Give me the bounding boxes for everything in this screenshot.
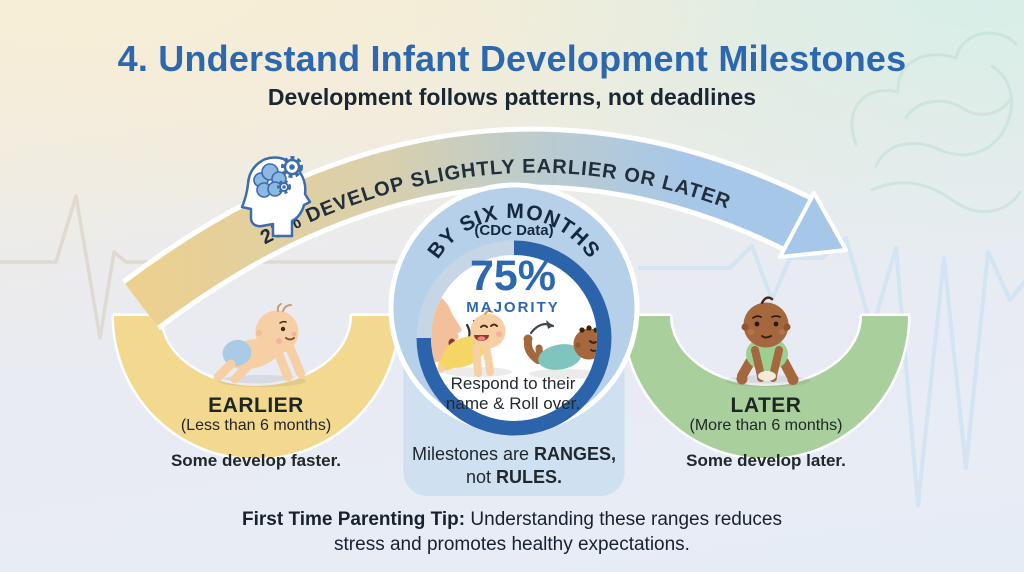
page-subtitle: Development follows patterns, not deadli…: [267, 84, 757, 110]
earlier-title: EARLIER: [208, 394, 304, 417]
brain-icon: [253, 163, 287, 198]
cdc-source-label: (CDC Data): [474, 222, 554, 239]
parenting-tip-line2: stress and promotes healthy expectations…: [334, 534, 690, 555]
milestone-line-2: name & Roll over.: [445, 394, 581, 413]
parenting-tip-lead: First Time Parenting Tip:: [242, 509, 466, 530]
inner-white-circle: [431, 255, 597, 421]
milestone-illustration: [431, 290, 597, 379]
majority-stat-value: 75%: [469, 252, 557, 300]
majority-stat-label: MAJORITY: [466, 299, 560, 316]
brain-watermark-icon: [850, 31, 1022, 214]
ranges-not-rules-caption: Milestones are RANGES, not RULES.: [412, 443, 616, 489]
milestone-line-1: Respond to their: [450, 374, 576, 393]
parenting-tip-line1: Understanding these ranges reduces: [465, 509, 782, 530]
earlier-note: Some develop faster.: [170, 451, 342, 470]
later-note: Some develop later.: [686, 451, 846, 470]
earlier-bowl-shape: [111, 313, 401, 461]
crawling-baby-yellow-icon: [437, 309, 506, 377]
arrow-head-icon: [778, 191, 848, 259]
later-bowl-shape: [621, 313, 911, 461]
gear-small-icon: [277, 180, 291, 194]
caption-ranges: RANGES,: [534, 444, 617, 464]
head-brain-gears-icon: [240, 156, 312, 238]
caption-rules: RULES.: [496, 467, 563, 487]
later-title: LATER: [730, 394, 802, 417]
progress-ring-75: [416, 240, 612, 436]
crawling-baby-earlier-icon: [213, 303, 306, 387]
sitting-baby-later-icon: [726, 296, 810, 387]
earlier-range: (Less than 6 months): [180, 417, 332, 434]
roll-arrow-icon: [529, 320, 555, 335]
parenting-tip: First Time Parenting Tip: Understanding …: [242, 507, 782, 557]
later-range: (More than 6 months): [689, 417, 843, 434]
caption-mid: not: [465, 467, 497, 487]
gear-icon: [281, 156, 303, 178]
arc-banner-shape: [125, 131, 821, 327]
page-title: 4. Understand Infant Development Milesto…: [117, 38, 907, 79]
caption-pre: Milestones are: [411, 444, 535, 464]
